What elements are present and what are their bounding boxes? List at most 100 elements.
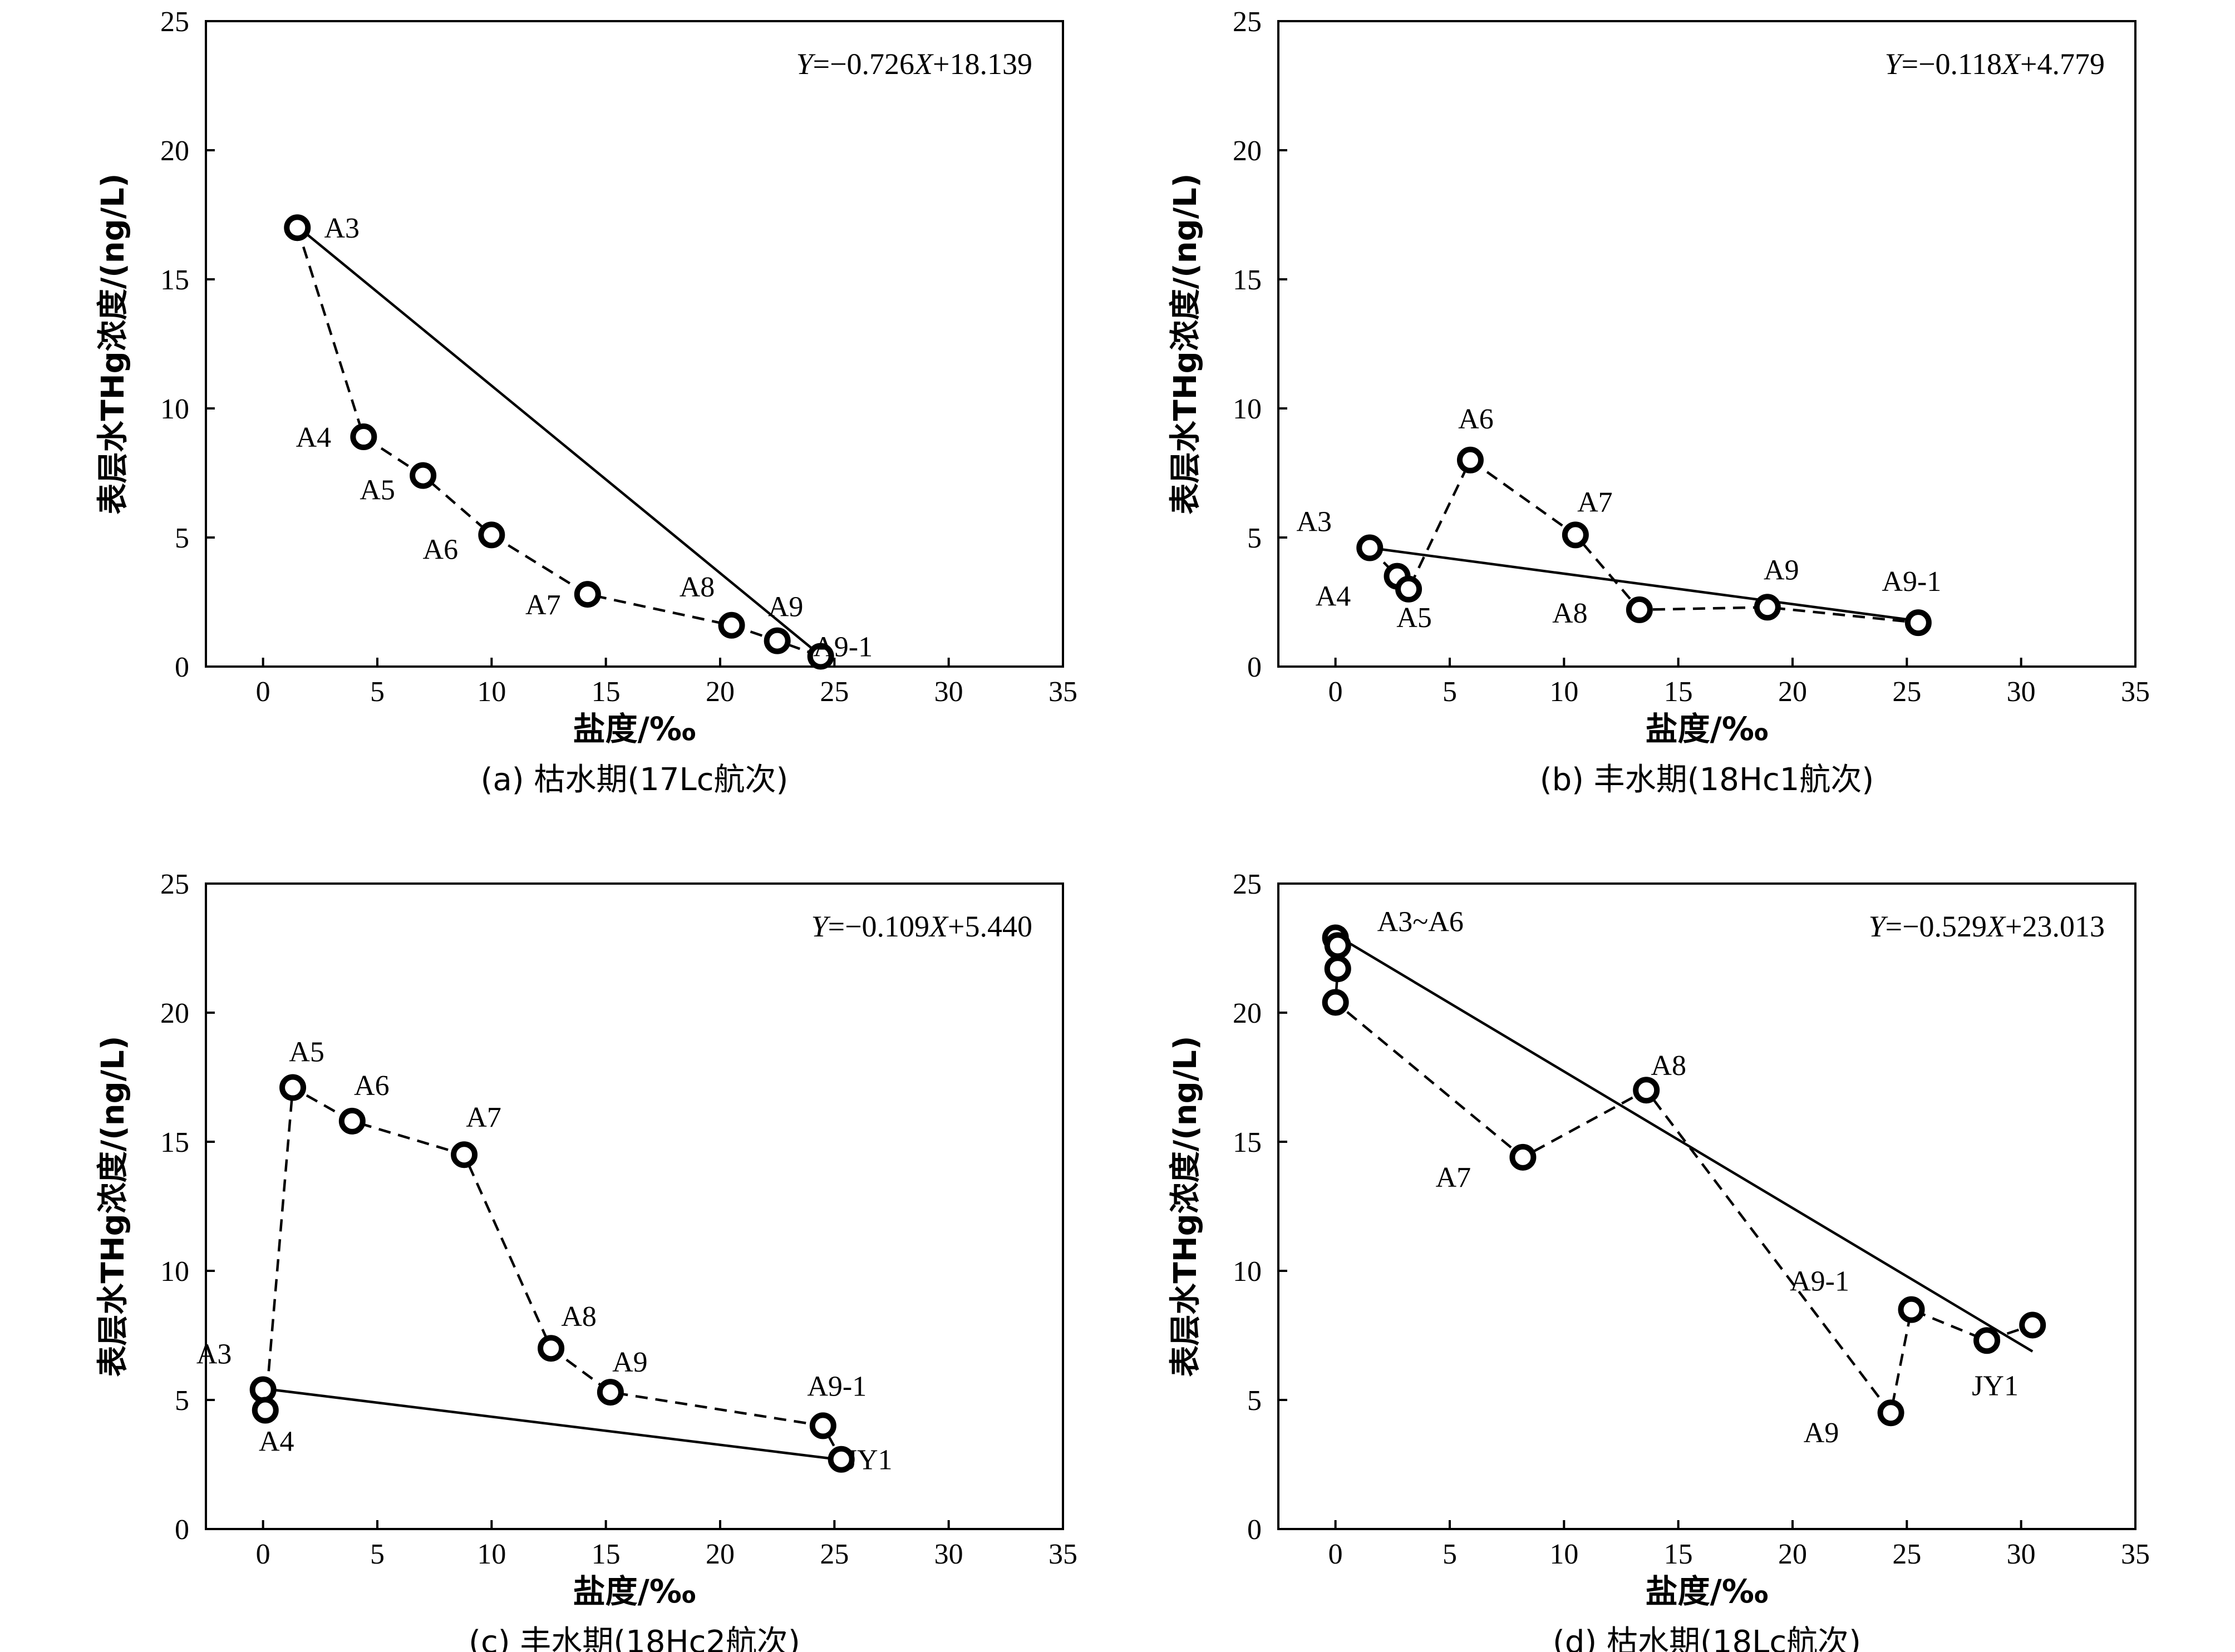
y-tick-label: 20 [1233,135,1262,167]
x-tick-label: 10 [1549,1538,1578,1570]
y-tick-label: 20 [160,998,189,1029]
x-tick-label: 35 [2121,1538,2150,1570]
point-label: A7 [1436,1162,1471,1194]
x-tick-label: 10 [477,676,506,708]
chart-panel-4: 0 5 10 15 20 25 30 35 0 5 10 15 20 25 盐度/‰ 表层水THg浓度/(ng… [1168,869,2150,1652]
regression-line [1369,546,1919,623]
y-tick-label: 15 [1233,264,1262,296]
x-axis-label: 盐度/‰ [573,1572,696,1610]
data-point [478,521,505,549]
point-label: A3 [196,1338,232,1370]
plot-frame [1277,882,2136,1530]
point-label: JY1 [846,1444,893,1476]
y-tick-label: 5 [175,1385,189,1417]
x-tick-label: 30 [934,676,963,708]
data-point [252,1397,279,1424]
point-label: A6 [354,1070,390,1102]
y-axis-label: 表层水THg浓度/(ng/L) [1168,1036,1204,1377]
point-label: A9 [1764,554,1799,586]
data-point [451,1141,478,1168]
point-label: A9 [1804,1417,1839,1449]
x-tick-label: 25 [820,1538,849,1570]
x-tick-label: 20 [706,1538,735,1570]
chart-caption: (a) 枯水期(17Lc航次) [481,762,789,798]
x-axis-label: 盐度/‰ [573,710,696,748]
data-point [350,423,377,451]
x-tick-label: 0 [256,676,270,708]
plot-frame [1277,20,2136,668]
y-tick-label: 5 [175,522,189,554]
y-tick-label: 0 [175,652,189,683]
x-tick-label: 25 [1892,1538,1921,1570]
data-point [538,1335,565,1362]
y-tick-label: 10 [1233,393,1262,425]
point-label: A9-1 [1882,566,1941,598]
x-tick-label: 5 [1443,676,1457,708]
x-tick-label: 15 [1664,1538,1693,1570]
y-tick-label: 25 [1233,869,1262,900]
data-point [574,581,601,608]
x-tick-label: 5 [370,1538,385,1570]
data-point [828,1446,855,1473]
y-axis-label: 表层水THg浓度/(ng/L) [95,174,131,515]
y-tick-label: 15 [160,264,189,296]
x-tick-label: 35 [1048,676,1077,708]
point-label: A8 [680,571,715,603]
point-label: A9-1 [807,1370,867,1402]
x-tick-label: 5 [1443,1538,1457,1570]
regression-line [1335,934,2034,1353]
chart-caption: (d) 枯水期(18Lc航次) [1553,1624,1861,1652]
plot-frame [205,882,1064,1530]
x-tick-label: 5 [370,676,385,708]
data-point [809,1412,836,1439]
point-label: A4 [296,422,332,453]
regression-equation: Y=−0.529X+23.013 [1869,910,2105,943]
y-tick-label: 25 [160,869,189,900]
chart-caption: (c) 丰水期(18Hc2航次) [469,1624,800,1652]
y-axis-label: 表层水THg浓度/(ng/L) [95,1036,131,1377]
data-point [1356,534,1384,561]
data-point [1633,1077,1660,1104]
regression-equation: Y=−0.726X+18.139 [796,47,1032,81]
point-label: A8 [1651,1050,1686,1082]
data-point [338,1107,366,1135]
y-tick-label: 10 [1233,1256,1262,1288]
data-point [249,1376,277,1403]
data-point [1322,989,1349,1016]
chart-panel-1: 0 5 10 15 20 25 30 35 0 5 10 15 20 25 盐度/‰ 表层水THg浓度/(ng… [95,6,1077,798]
x-tick-label: 10 [1549,676,1578,708]
point-label: A6 [1458,403,1494,435]
data-point [1562,521,1589,549]
regression-equation: Y=−0.109X+5.440 [811,910,1032,943]
y-tick-label: 25 [160,6,189,38]
x-tick-label: 15 [592,676,621,708]
regression-line [296,225,824,659]
y-tick-label: 0 [1247,652,1262,683]
regression-equation: Y=−0.118X+4.779 [1885,47,2105,81]
x-tick-label: 10 [477,1538,506,1570]
data-point [1395,575,1422,603]
data-point [1324,955,1351,983]
data-point [807,643,834,670]
data-point [1456,446,1484,474]
point-label: A5 [1396,602,1432,634]
data-point [1626,596,1653,623]
point-label: A6 [423,534,459,565]
data-point [718,612,745,639]
y-tick-label: 10 [160,1256,189,1288]
x-tick-label: 15 [1664,676,1693,708]
x-tick-label: 20 [1778,1538,1807,1570]
y-axis-label: 表层水THg浓度/(ng/L) [1168,174,1204,515]
y-tick-label: 20 [1233,998,1262,1029]
y-tick-label: 0 [1247,1514,1262,1546]
y-tick-label: 10 [160,393,189,425]
data-point [1324,932,1351,959]
y-tick-label: 0 [175,1514,189,1546]
x-tick-label: 0 [1328,1538,1343,1570]
point-label: A4 [259,1426,294,1458]
y-tick-label: 5 [1247,1385,1262,1417]
point-label: A9 [612,1347,648,1378]
data-point [1898,1296,1925,1323]
point-label: A5 [360,475,395,506]
data-point [2019,1311,2046,1339]
